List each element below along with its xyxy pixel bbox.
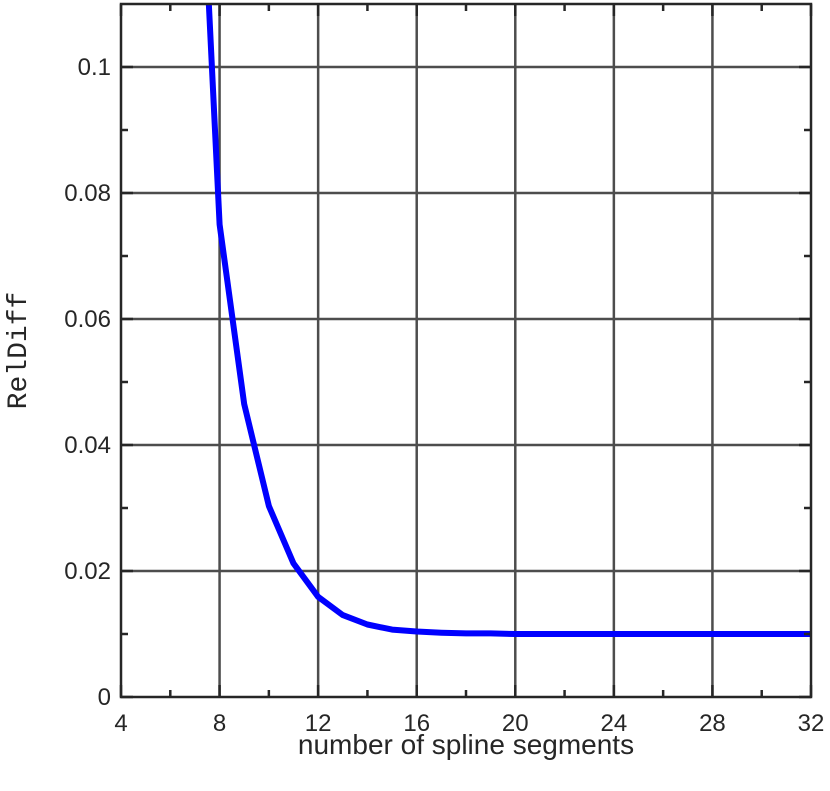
series-layer [205, 4, 811, 637]
y-axis-label: RelDiff [4, 292, 35, 410]
x-tick-label: 24 [601, 710, 628, 737]
x-tick-label: 28 [699, 710, 726, 737]
series-line [205, 4, 811, 637]
grid-lines [121, 4, 811, 697]
x-tick-label: 8 [213, 710, 226, 737]
y-tick-label: 0.06 [64, 306, 111, 333]
x-tick-label: 20 [502, 710, 529, 737]
x-axis-label: number of spline segments [298, 729, 634, 760]
tick-marks [119, 4, 813, 699]
y-tick-labels: 0 0.02 0.04 0.06 0.08 0.1 [64, 54, 111, 711]
y-tick-label: 0 [98, 684, 111, 711]
x-tick-label: 12 [305, 710, 332, 737]
x-tick-labels: 4 8 12 16 20 24 28 32 [114, 710, 824, 737]
x-tick-label: 32 [798, 710, 825, 737]
y-tick-label: 0.1 [78, 54, 111, 81]
plot-area-background [121, 4, 811, 697]
x-tick-label: 16 [403, 710, 430, 737]
x-tick-label: 4 [114, 710, 127, 737]
y-tick-label: 0.08 [64, 180, 111, 207]
y-tick-label: 0.02 [64, 558, 111, 585]
y-tick-label: 0.04 [64, 432, 111, 459]
